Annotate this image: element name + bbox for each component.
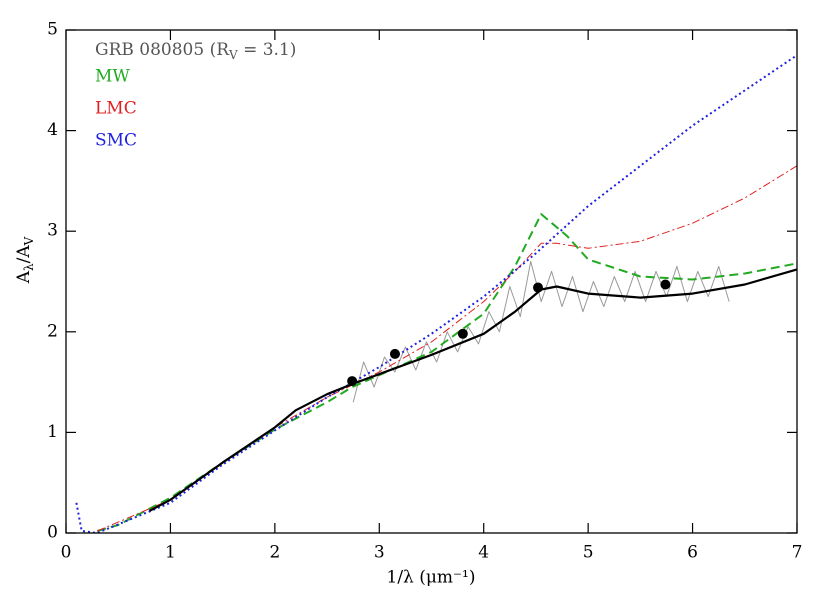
annotation-sub: V — [228, 48, 238, 62]
x-axis-label: 1/λ (μm⁻¹) — [387, 568, 476, 588]
data-point — [347, 376, 358, 387]
annotation-text: GRB 080805 (R — [95, 40, 230, 60]
data-point — [389, 348, 400, 359]
x-tick-label: 0 — [61, 543, 72, 563]
x-tick-label: 7 — [792, 543, 803, 563]
data-point — [533, 282, 544, 293]
y-label-part: A — [14, 270, 34, 284]
x-tick-label: 4 — [478, 543, 489, 563]
x-tick-label: 5 — [583, 543, 594, 563]
data-point — [457, 328, 468, 339]
curve — [148, 268, 798, 512]
y-tick-label: 0 — [47, 523, 58, 543]
x-tick-label: 1 — [165, 543, 176, 563]
plot-frame — [65, 29, 798, 534]
y-label-sub: V — [22, 236, 36, 246]
curve — [97, 213, 798, 532]
annotation-text: = 3.1) — [238, 40, 297, 60]
y-tick-label: 4 — [47, 120, 58, 140]
curve — [352, 260, 730, 403]
y-label-sub: λ — [22, 263, 36, 271]
y-tick-label: 1 — [47, 422, 58, 442]
legend-entry: MW — [95, 67, 130, 87]
annotation: GRB 080805 (RV = 3.1) — [95, 40, 296, 62]
y-tick-label: 5 — [47, 20, 58, 40]
data-point — [660, 279, 671, 290]
y-tick-label: 2 — [47, 321, 58, 341]
curve — [75, 54, 798, 534]
y-axis-label: Aλ/AV — [14, 236, 36, 284]
curve — [97, 165, 798, 532]
legend-entry: LMC — [95, 99, 137, 119]
x-tick-label: 3 — [374, 543, 385, 563]
x-tick-label: 6 — [687, 543, 698, 563]
y-tick-label: 3 — [47, 221, 58, 241]
x-tick-label: 2 — [269, 543, 280, 563]
legend-entry: SMC — [95, 131, 137, 151]
y-label-part: /A — [14, 245, 34, 264]
